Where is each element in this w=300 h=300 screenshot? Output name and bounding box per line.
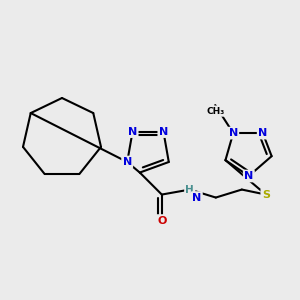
Text: H: H: [185, 184, 194, 195]
Text: S: S: [262, 190, 270, 200]
Text: N: N: [192, 193, 201, 202]
Text: CH₃: CH₃: [206, 106, 224, 116]
Text: N: N: [128, 127, 137, 136]
Text: N: N: [258, 128, 267, 138]
Text: N: N: [244, 171, 254, 181]
Text: N: N: [159, 127, 168, 136]
Text: N: N: [123, 157, 132, 167]
Text: N: N: [229, 128, 238, 138]
Text: O: O: [157, 216, 167, 226]
